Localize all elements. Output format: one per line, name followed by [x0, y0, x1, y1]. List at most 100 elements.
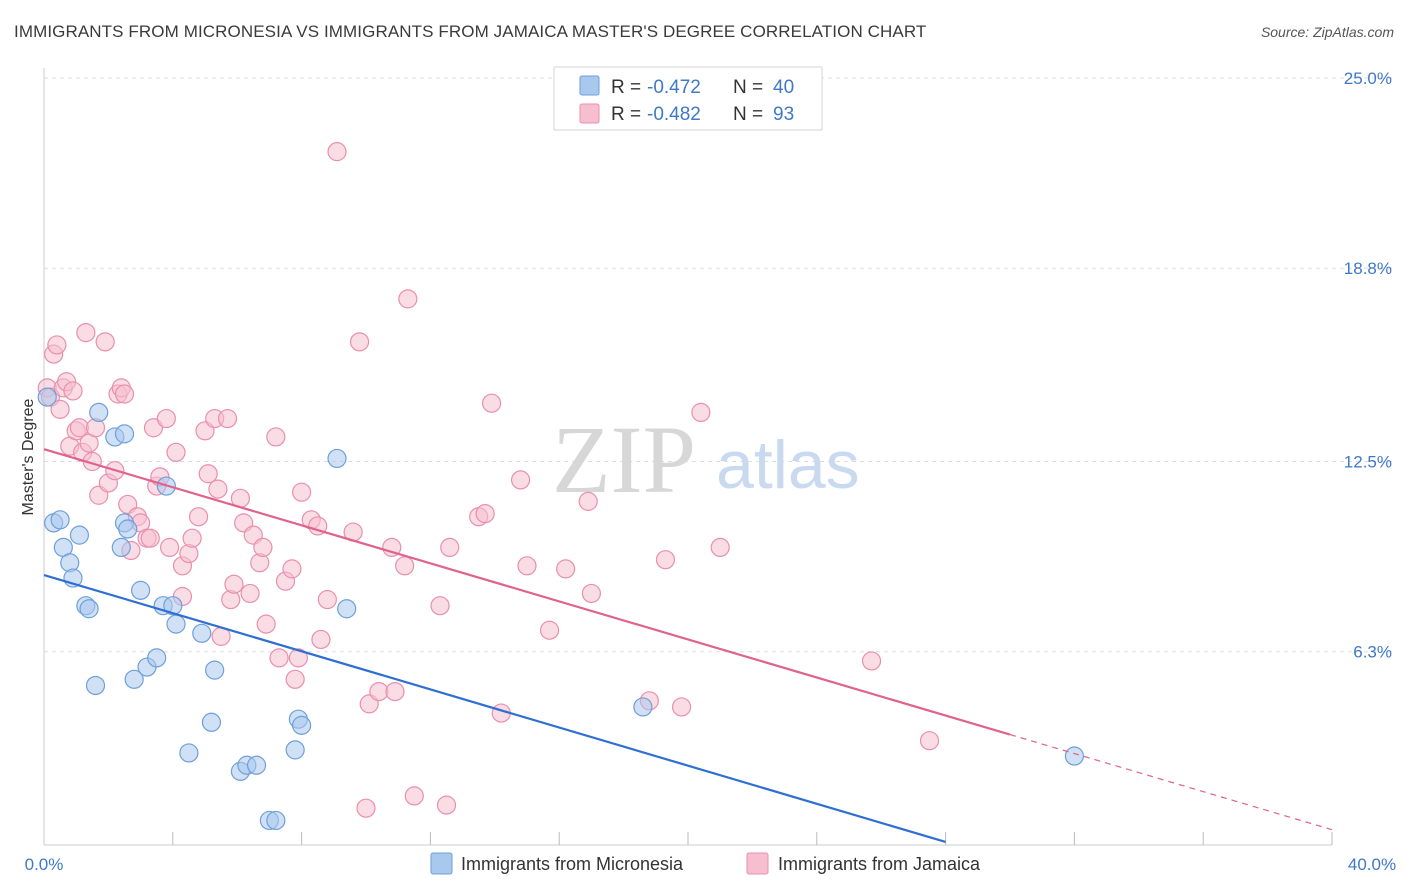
micronesia-point — [118, 519, 138, 539]
bottom-legend-swatch-jamaica — [746, 852, 769, 875]
jamaica-point — [47, 335, 67, 355]
jamaica-point — [395, 556, 415, 576]
micronesia-point — [192, 623, 212, 643]
micronesia-point — [147, 648, 167, 668]
jamaica-point — [398, 289, 418, 309]
x-ticks: 0.0% 40.0% — [25, 832, 1396, 874]
jamaica-point — [382, 537, 402, 558]
micronesia-point — [266, 810, 286, 831]
micronesia-point — [201, 712, 222, 732]
micronesia-point — [285, 740, 305, 760]
jamaica-point — [285, 669, 305, 689]
bottom-legend-label-micronesia: Immigrants from Micronesia — [461, 854, 684, 874]
watermark: ZIP atlas — [552, 406, 860, 513]
watermark-atlas: atlas — [716, 427, 860, 503]
jamaica-point — [269, 648, 289, 668]
jamaica-point — [556, 559, 576, 579]
legend-n-label-micronesia: N = — [733, 77, 763, 98]
jamaica-point — [182, 528, 202, 548]
jamaica-point — [224, 574, 244, 594]
jamaica-point — [430, 596, 450, 616]
grid-lines — [44, 77, 1392, 653]
jamaica-point — [69, 418, 90, 438]
legend-n-value-jamaica: 93 — [773, 104, 794, 125]
trend-lines — [43, 448, 1333, 843]
jamaica-point — [671, 697, 692, 717]
micronesia-point — [292, 715, 312, 735]
micronesia-point — [89, 402, 109, 423]
micronesia-point — [85, 675, 106, 696]
y-tick-label: 25.0% — [1344, 69, 1392, 88]
bottom-legend: Immigrants from Micronesia Immigrants fr… — [430, 852, 981, 875]
jamaica-point — [861, 651, 882, 671]
jamaica-point — [266, 427, 286, 447]
micronesia-point — [179, 743, 199, 763]
micronesia-trend-line — [43, 573, 946, 843]
jamaica-point — [539, 620, 560, 640]
jamaica-point — [208, 479, 228, 499]
jamaica-point — [95, 332, 115, 352]
jamaica-point — [436, 795, 457, 815]
jamaica-point — [76, 323, 96, 343]
jamaica-point — [253, 537, 273, 558]
micronesia-point — [633, 697, 653, 717]
legend-swatch-micronesia — [579, 75, 600, 96]
micronesia-point — [205, 660, 225, 680]
micronesia-point — [327, 448, 347, 469]
jamaica-point — [288, 648, 308, 668]
jamaica-point — [369, 681, 389, 702]
jamaica-point — [317, 589, 337, 610]
jamaica-point — [63, 381, 83, 401]
micronesia-point — [124, 669, 144, 689]
source-attribution: Source: ZipAtlas.com — [1260, 24, 1394, 40]
jamaica-point — [188, 507, 209, 527]
jamaica-point — [140, 528, 160, 548]
bottom-legend-label-jamaica: Immigrants from Jamaica — [778, 854, 981, 874]
jamaica-point — [240, 583, 260, 604]
jamaica-point — [578, 491, 598, 511]
bottom-legend-swatch-micronesia — [430, 852, 453, 875]
jamaica-point — [475, 504, 495, 524]
jamaica-point — [198, 464, 218, 484]
jamaica-point — [327, 142, 347, 162]
jamaica-point — [481, 393, 502, 413]
legend-n-value-micronesia: 40 — [773, 77, 794, 98]
legend-r-value-jamaica: -0.482 — [647, 104, 701, 125]
micronesia-point — [166, 614, 186, 634]
micronesia-point — [69, 525, 90, 545]
y-tick-label: 6.3% — [1353, 643, 1392, 662]
micronesia-point — [79, 599, 99, 619]
x-tick-label: 0.0% — [25, 855, 64, 874]
y-tick-label: 12.5% — [1344, 453, 1392, 472]
legend-swatch-jamaica — [579, 103, 600, 124]
watermark-zip: ZIP — [552, 406, 696, 513]
jamaica-point — [311, 629, 331, 650]
jamaica-point — [404, 786, 424, 806]
jamaica-point — [217, 408, 238, 429]
micronesia-point — [37, 387, 57, 407]
jamaica-point — [710, 537, 730, 558]
x-tick-label: 40.0% — [1348, 855, 1396, 874]
micronesia-point — [114, 424, 135, 444]
y-tick-labels: 6.3% 12.5% 18.8% 25.0% — [1344, 69, 1392, 662]
jamaica-point — [143, 418, 164, 438]
jamaica-point — [517, 556, 537, 576]
jamaica-trend-line — [43, 448, 1011, 736]
micronesia-point — [131, 580, 151, 600]
jamaica-point — [156, 408, 176, 429]
legend-n-label-jamaica: N = — [733, 104, 763, 125]
jamaica-point — [159, 537, 180, 558]
jamaica-point — [919, 731, 940, 751]
y-axis-label: Master's Degree — [20, 398, 37, 515]
jamaica-point — [356, 798, 376, 818]
jamaica-point — [282, 559, 302, 579]
legend-r-label-micronesia: R = — [611, 77, 641, 98]
chart-title: IMMIGRANTS FROM MICRONESIA VS IMMIGRANTS… — [14, 22, 927, 41]
jamaica-point — [256, 614, 276, 634]
jamaica-point — [50, 399, 70, 419]
jamaica-point — [691, 402, 711, 423]
micronesia-point — [246, 755, 267, 775]
jamaica-point — [655, 550, 676, 570]
jamaica-point — [292, 482, 312, 502]
